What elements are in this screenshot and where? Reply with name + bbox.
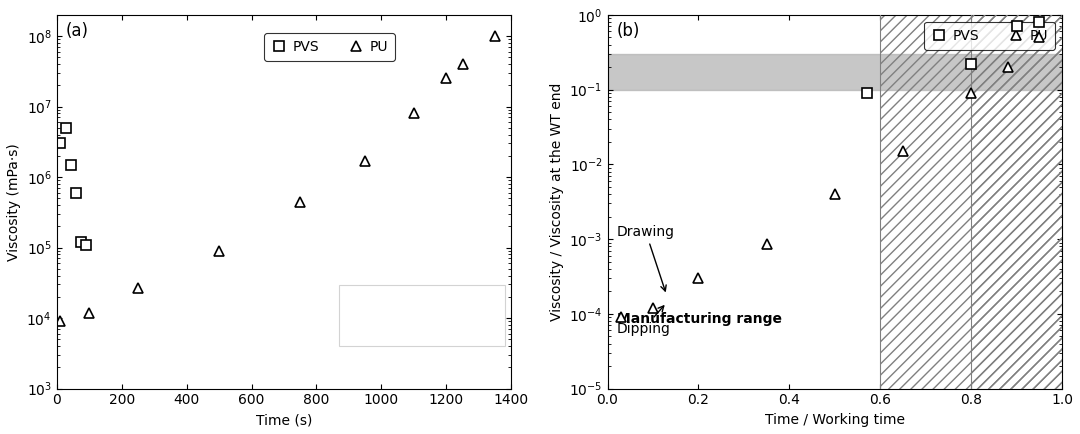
PVS <box>60 125 73 130</box>
Text: (b): (b) <box>617 22 640 40</box>
PU <box>1001 64 1014 69</box>
PVS <box>80 242 93 247</box>
PU <box>828 191 841 197</box>
Bar <box>880 0 1062 388</box>
X-axis label: Time (s): Time (s) <box>256 413 312 427</box>
Text: Manufacturing range: Manufacturing range <box>617 312 782 326</box>
PVS <box>70 190 83 195</box>
Bar <box>971 0 1062 388</box>
Text: Dipping: Dipping <box>617 306 671 336</box>
PU <box>132 285 145 290</box>
PU <box>359 158 372 163</box>
PU <box>760 242 773 247</box>
PVS <box>860 90 873 95</box>
PU <box>1032 35 1045 40</box>
PU <box>488 33 501 39</box>
Line: PU: PU <box>55 31 500 326</box>
Line: PVS: PVS <box>862 17 1044 98</box>
Y-axis label: Viscosity (mPa·s): Viscosity (mPa·s) <box>6 143 21 260</box>
PU <box>54 319 67 324</box>
PU <box>294 199 307 204</box>
PU <box>213 248 226 253</box>
Legend: PVS, PU: PVS, PU <box>264 33 395 61</box>
PVS <box>75 240 87 245</box>
PU <box>615 315 627 320</box>
Y-axis label: Viscosity / Viscosity at the WT end: Viscosity / Viscosity at the WT end <box>550 82 564 321</box>
PVS <box>1010 24 1023 29</box>
Text: (a): (a) <box>66 22 89 40</box>
PU <box>896 148 909 154</box>
Line: PVS: PVS <box>55 123 91 250</box>
Legend: PVS, PU: PVS, PU <box>923 22 1055 49</box>
PU <box>456 62 469 67</box>
PU <box>440 76 453 81</box>
PVS <box>54 141 67 146</box>
Bar <box>608 54 1062 89</box>
Text: Drawing: Drawing <box>617 225 675 291</box>
X-axis label: Time / Working time: Time / Working time <box>765 413 905 427</box>
PU <box>964 90 977 95</box>
PU <box>83 310 96 315</box>
PU <box>407 111 420 116</box>
Line: PU: PU <box>617 33 1044 322</box>
PU <box>647 306 660 311</box>
Bar <box>339 286 504 346</box>
PVS <box>1032 20 1045 25</box>
PU <box>692 276 705 281</box>
PVS <box>65 162 78 167</box>
PVS <box>964 61 977 66</box>
